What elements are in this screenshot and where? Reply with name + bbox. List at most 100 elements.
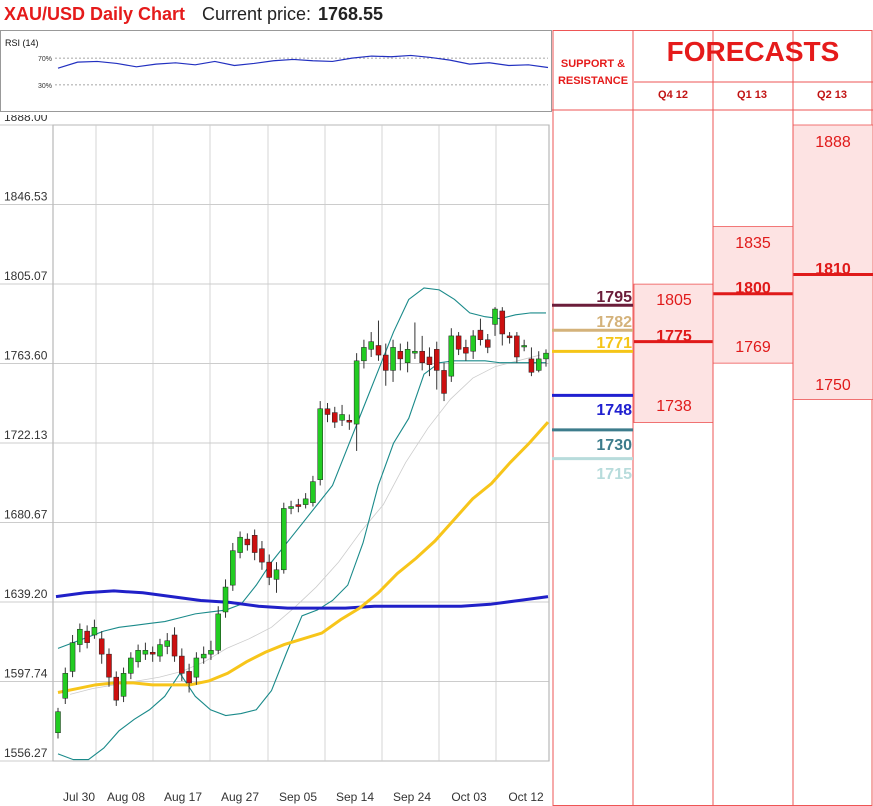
candle-body	[288, 506, 294, 509]
candle-body	[222, 586, 229, 613]
forecast-q1-low: 1769	[735, 339, 771, 356]
candle-body	[215, 613, 221, 651]
support-resistance-title-line2: RESISTANCE	[557, 75, 629, 87]
candle-body	[302, 498, 309, 505]
candle-body	[535, 358, 542, 371]
y-tick-label: 1722.13	[4, 428, 48, 442]
candle-body	[266, 561, 272, 578]
candle-body	[470, 335, 476, 352]
candle-body	[506, 335, 513, 339]
current-price-label: Current price:	[202, 4, 312, 24]
candle-body	[361, 347, 367, 362]
x-tick-label: Sep 24	[393, 790, 431, 804]
y-tick-label: 1888.00	[4, 115, 48, 124]
candle-body	[397, 350, 404, 360]
candle-body	[179, 655, 185, 674]
candle-body	[55, 711, 61, 734]
candle-body	[521, 345, 527, 348]
candle-body	[339, 414, 345, 421]
x-tick-label: Aug 27	[221, 790, 259, 804]
quarter-header-q4-12: Q4 12	[658, 89, 688, 101]
y-tick-label: 1805.07	[4, 269, 48, 283]
candle-body	[310, 481, 316, 503]
sma-20-line	[69, 354, 541, 695]
x-tick-label: Aug 17	[164, 790, 202, 804]
forecast-q2-mid: 1810	[815, 261, 851, 278]
chart-header: XAU/USD Daily Chart Current price: 1768.…	[0, 0, 552, 30]
current-price-value: 1768.55	[318, 4, 384, 24]
candle-body	[514, 335, 520, 358]
candle-body	[149, 651, 156, 655]
candle-body	[317, 408, 323, 480]
forecast-q4-mid: 1775	[656, 328, 692, 345]
candle-body	[463, 347, 469, 354]
candle-body	[91, 627, 98, 636]
candle-body	[113, 676, 120, 701]
candle-body	[164, 640, 171, 647]
quarter-header-q1-13: Q1 13	[737, 89, 767, 101]
x-tick-label: Sep 14	[336, 790, 374, 804]
y-tick-label: 1763.60	[4, 349, 48, 363]
rsi-tick-label: 70%	[38, 56, 52, 63]
forecast-q2-low: 1750	[815, 377, 851, 394]
candle-body	[543, 352, 549, 360]
candle-body	[426, 356, 433, 365]
candle-body	[142, 650, 149, 655]
candle-body	[84, 630, 90, 643]
candle-body	[128, 657, 134, 674]
candle-body	[281, 508, 287, 571]
candle-body	[208, 650, 214, 655]
candle-body	[62, 673, 69, 699]
candle-body	[251, 535, 258, 553]
candle-body	[383, 354, 389, 371]
sr-level-1730: 1730	[596, 437, 632, 454]
rsi-panel: 70% 30% RSI (14)	[0, 30, 552, 112]
candle-body	[186, 671, 192, 684]
candle-body	[448, 335, 455, 377]
candle-body	[244, 538, 251, 546]
x-tick-label: Oct 03	[451, 790, 487, 804]
candle-body	[375, 345, 382, 356]
forecast-table	[552, 30, 873, 806]
sma-200-line	[55, 589, 549, 610]
candle-body	[332, 412, 338, 423]
price-chart: 1888.00 1846.53 1805.07 1763.60 1722.13 1680.…	[0, 115, 550, 804]
candle-body	[230, 550, 236, 586]
sr-level-1795: 1795	[596, 289, 632, 306]
candle-body	[353, 360, 360, 425]
y-tick-label: 1639.20	[4, 587, 48, 601]
sr-level-1771: 1771	[596, 335, 632, 352]
candle-body	[390, 347, 396, 371]
candle-body	[433, 349, 440, 371]
y-tick-label: 1846.53	[4, 190, 48, 204]
candle-body	[441, 370, 447, 394]
candle-body	[69, 642, 76, 672]
forecast-q4-low: 1738	[656, 398, 692, 415]
candle-body	[477, 329, 484, 340]
sr-level-1715: 1715	[596, 466, 632, 483]
candle-body	[273, 569, 280, 580]
candle-body	[528, 358, 535, 373]
rsi-frame	[0, 30, 552, 112]
forecast-range-box	[792, 124, 873, 400]
quarter-header-q2-13: Q2 13	[817, 89, 847, 101]
y-tick-label: 1556.27	[4, 746, 48, 760]
candle-body	[295, 504, 302, 507]
support-resistance-title: SUPPORT & RESISTANCE	[553, 56, 633, 90]
candle-body	[368, 341, 374, 350]
candle-body	[346, 420, 353, 423]
candle-body	[492, 308, 498, 325]
candle-body	[135, 650, 141, 663]
candle-body	[324, 408, 331, 415]
candle-body	[77, 628, 83, 645]
candle-body	[419, 350, 425, 363]
rsi-tick-label: 30%	[38, 83, 52, 90]
forecasts-title: FORECASTS	[666, 36, 840, 67]
forecast-q4-high: 1805	[656, 292, 692, 309]
candle-body	[193, 657, 200, 678]
y-tick-label: 1680.67	[4, 508, 48, 522]
support-resistance-title-line1: SUPPORT &	[560, 58, 626, 70]
candle-body	[237, 536, 243, 553]
rsi-line	[57, 54, 549, 69]
candle-body	[412, 350, 418, 354]
